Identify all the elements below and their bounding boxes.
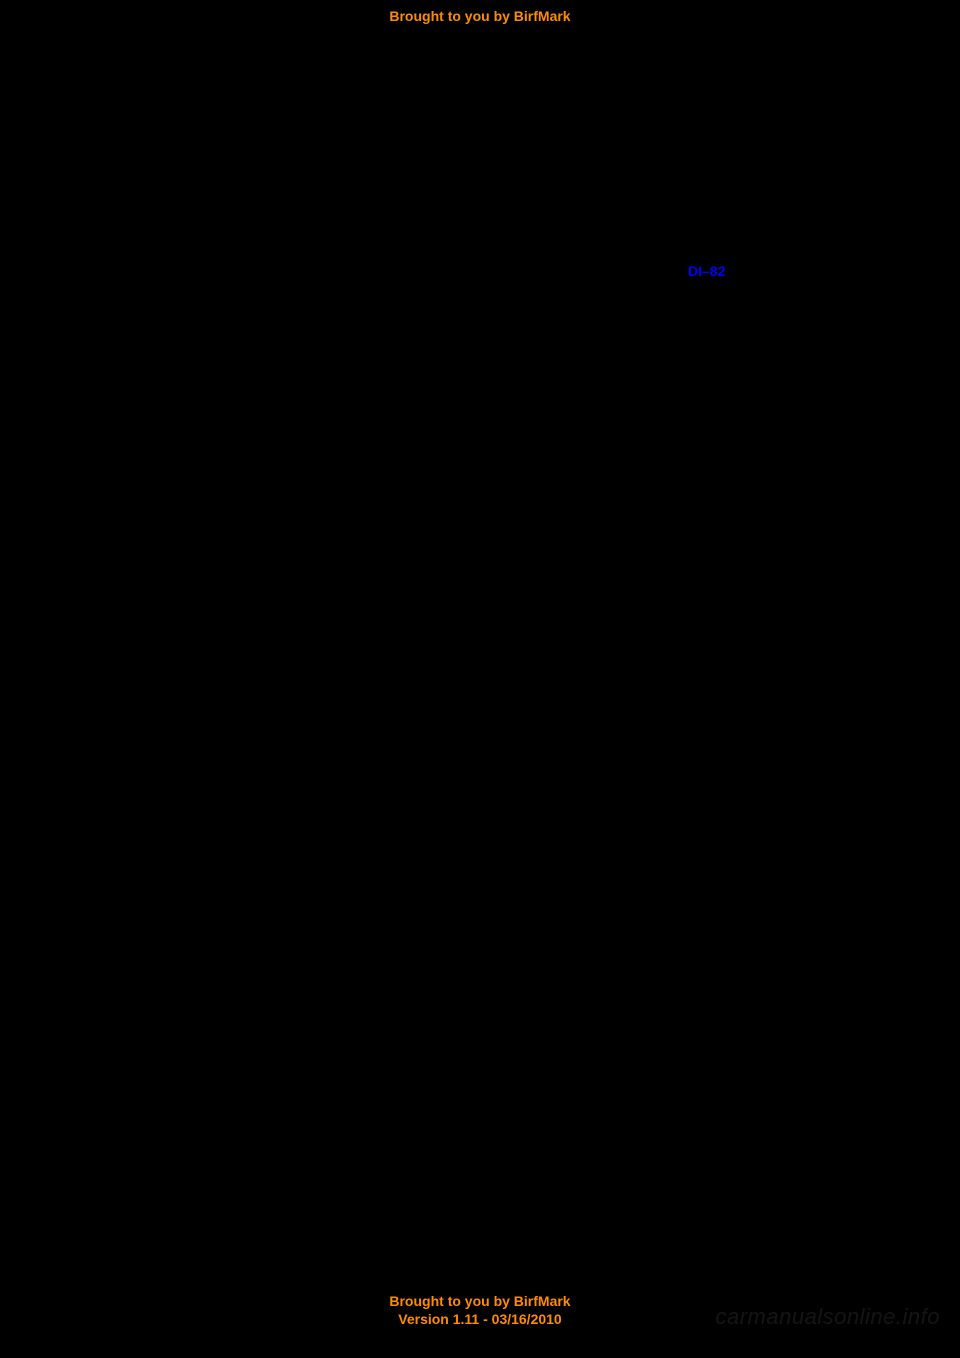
page-reference-link[interactable]: DI–82 (688, 263, 725, 279)
watermark-text: carmanualsonline.info (715, 1304, 940, 1330)
top-banner-text: Brought to you by BirfMark (0, 8, 960, 24)
